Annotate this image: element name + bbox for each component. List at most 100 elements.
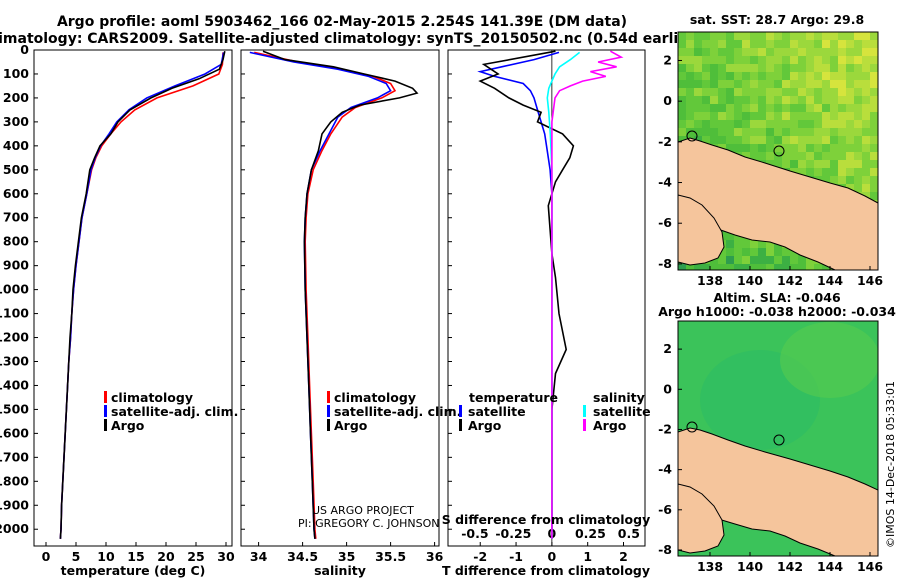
legend-title-salinity: salinity xyxy=(593,390,645,405)
sst-cell xyxy=(766,32,774,40)
legend-swatch-t-argo xyxy=(459,419,462,431)
map-y-tick-label: -8 xyxy=(658,542,672,557)
sst-cell xyxy=(798,96,806,104)
sst-cell xyxy=(846,152,854,160)
sst-cell xyxy=(694,48,702,56)
sst-cell xyxy=(702,88,710,96)
title-line-2: Climatology: CARS2009. Satellite-adjuste… xyxy=(0,31,701,47)
sst-cell xyxy=(814,264,822,270)
sst-cell xyxy=(726,128,734,136)
sst-cell xyxy=(734,128,742,136)
sst-cell xyxy=(862,144,870,152)
sst-cell xyxy=(750,64,758,72)
sst-cell xyxy=(838,56,846,64)
sst-cell xyxy=(798,56,806,64)
map-x-tick-label: 138 xyxy=(697,273,723,288)
legend-swatch-argo xyxy=(104,419,107,431)
series-line-climatology xyxy=(254,51,397,539)
sst-cell xyxy=(846,80,854,88)
sst-cell xyxy=(870,136,878,144)
sst-cell xyxy=(806,72,814,80)
sst-cell xyxy=(822,120,830,128)
sst-cell xyxy=(758,248,766,256)
sst-cell xyxy=(822,96,830,104)
sst-cell xyxy=(686,112,694,120)
sst-cell xyxy=(750,256,758,264)
sst-cell xyxy=(750,248,758,256)
sst-cell xyxy=(734,72,742,80)
sst-cell xyxy=(798,48,806,56)
sst-cell xyxy=(774,96,782,104)
sst-cell xyxy=(758,104,766,112)
sst-cell xyxy=(686,56,694,64)
sst-cell xyxy=(830,72,838,80)
sst-cell xyxy=(854,112,862,120)
sst-cell xyxy=(758,88,766,96)
sst-cell xyxy=(830,112,838,120)
sst-cell xyxy=(686,264,694,270)
sst-cell xyxy=(870,40,878,48)
sst-cell xyxy=(782,248,790,256)
sst-cell xyxy=(774,256,782,264)
sst-cell xyxy=(774,72,782,80)
sst-cell xyxy=(766,256,774,264)
sst-cell xyxy=(862,112,870,120)
sla-anomaly-blob xyxy=(780,322,878,398)
sst-cell xyxy=(742,88,750,96)
sst-cell xyxy=(846,72,854,80)
map-y-tick-label: -6 xyxy=(658,502,672,517)
sst-cell xyxy=(814,128,822,136)
sst-cell xyxy=(870,192,878,200)
sst-cell xyxy=(750,72,758,80)
sst-cell xyxy=(742,48,750,56)
map-x-tick-label: 144 xyxy=(817,273,843,288)
sst-cell xyxy=(806,168,814,176)
sst-cell xyxy=(862,136,870,144)
sst-cell xyxy=(798,72,806,80)
sst-map xyxy=(678,32,878,270)
sst-cell xyxy=(686,104,694,112)
series-line-t-argo xyxy=(478,50,575,539)
sst-cell xyxy=(814,96,822,104)
sst-cell xyxy=(726,256,734,264)
legend-label-climatology: climatology xyxy=(111,390,193,405)
sst-cell xyxy=(790,112,798,120)
sst-cell xyxy=(758,40,766,48)
pressure-tick-label: 900 xyxy=(3,258,29,273)
sst-cell xyxy=(822,160,830,168)
sst-cell xyxy=(862,32,870,40)
salinity-panel-frame xyxy=(240,49,440,547)
sst-cell xyxy=(742,120,750,128)
sst-cell xyxy=(830,88,838,96)
sst-cell xyxy=(790,40,798,48)
map-x-tick-label: 144 xyxy=(817,559,843,574)
sst-cell xyxy=(822,112,830,120)
temperature-legend: climatology satellite-adj. clim. Argo xyxy=(104,390,238,433)
sst-cell xyxy=(774,40,782,48)
sst-cell xyxy=(854,104,862,112)
sst-cell xyxy=(854,72,862,80)
sst-cell xyxy=(758,240,766,248)
sst-cell xyxy=(822,40,830,48)
sst-cell xyxy=(846,48,854,56)
x-tick-label: 1 xyxy=(583,549,592,564)
sst-cell xyxy=(782,264,790,270)
sst-cell xyxy=(806,32,814,40)
sst-cell xyxy=(742,72,750,80)
sst-cell xyxy=(782,104,790,112)
sst-cell xyxy=(790,32,798,40)
sst-map-axes: 138 140 142 144 146 2 0 -2 -4 -6 -8 xyxy=(658,52,883,288)
sst-cell xyxy=(734,256,742,264)
sst-cell xyxy=(854,120,862,128)
sst-land-south xyxy=(678,194,725,266)
sst-cell xyxy=(798,160,806,168)
legend-swatch-s-satellite xyxy=(583,405,586,417)
sst-cell xyxy=(678,32,686,40)
sst-cell xyxy=(718,128,726,136)
sst-cell xyxy=(862,176,870,184)
sst-cell xyxy=(822,88,830,96)
t-difference-xlabel: T difference from climatology xyxy=(442,563,650,578)
sst-cell xyxy=(822,32,830,40)
sst-cell xyxy=(726,144,734,152)
sst-cell xyxy=(694,88,702,96)
